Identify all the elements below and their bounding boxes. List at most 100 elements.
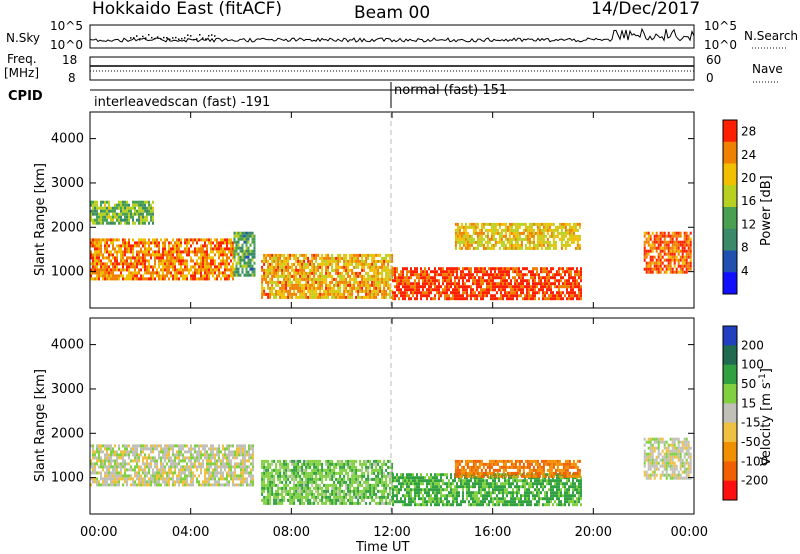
nsearch-dot [142,35,144,38]
velocity-colorbar-swatch-7 [723,461,737,482]
velocity-region-1 [261,459,394,505]
nsearch-dot [145,37,147,39]
nsearch-dot [202,37,204,39]
nsearch-dot [154,37,156,40]
freq-tick-bottom: 8 [68,71,76,85]
nsearch-dot [178,38,180,40]
noise-tick-bottom-left: 10^0 [50,38,83,52]
power-ylabel: Slant Range [km] [33,163,48,276]
velocity-colorbar-label: Velocity [m s-1] [758,368,774,466]
power-colorbar-swatch-5 [723,228,737,251]
velocity-colorbar-swatch-4 [723,403,737,424]
power-panel: 1000 2000 3000 4000 Slant Range [km] 4 8 12 16… [33,111,774,309]
power-colorbar-swatch-6 [723,250,737,273]
radar-title: Hokkaido East (fitACF) [92,0,282,19]
velocity-colorbar-frame [722,325,738,501]
nsearch-dot [214,35,216,37]
power-colorbar-frame [722,119,738,295]
nsearch-dot [199,34,201,36]
power-colorbar-swatch-7 [723,272,737,295]
power-region-0 [90,238,234,281]
power-colorbar-swatch-3 [723,185,737,208]
velocity-colorbar-swatch-0 [723,326,737,346]
velocity-region-2 [392,473,582,507]
beam-title: Beam 00 [354,3,430,23]
freq-tick-top: 18 [62,53,77,67]
velocity-colorbar-swatch-2 [723,364,737,385]
power-data [90,200,692,301]
nsearch-dot [193,38,195,41]
power-colorbar-label: Power [dB] [759,175,774,246]
nsearch-dot [169,38,171,41]
nave-tick-top: 60 [706,53,721,67]
time-axis-label: Time UT [355,540,409,554]
velocity-colorbar-swatch-3 [723,384,737,404]
velocity-colorbar-tick-4: -15 [741,416,761,430]
xtick-label-1: 04:00 [172,525,209,540]
nsearch-dot [151,36,153,39]
xtick-label-3: 12:00 [373,525,410,540]
power-colorbar-tick-5: 24 [741,148,756,162]
velocity-colorbar-tick-0: 200 [741,338,764,352]
power-colorbar-tick-3: 16 [741,194,756,208]
nsearch-dot [190,35,192,37]
power-colorbar-tick-0: 4 [741,264,749,278]
nsearch-dot [160,38,162,40]
velocity-colorbar-tick-6: -100 [741,454,768,468]
nsearch-label: N.Search [744,29,798,43]
velocity-colorbar-tick-7: -200 [741,474,768,488]
power-ytick-label-0: 1000 [51,265,84,280]
nave-tick-bottom: 0 [706,71,714,85]
power-colorbar-tick-2: 12 [741,217,756,231]
power-colorbar-tick-4: 20 [741,171,756,185]
nsky-trace [89,27,695,44]
nsearch-dot [205,38,207,40]
nsearch-dot [133,37,135,39]
velocity-ytick-label-2: 3000 [51,382,84,397]
nsearch-dot [172,37,174,39]
nsky-label: N.Sky [6,31,40,45]
xtick-label-2: 08:00 [273,525,310,540]
velocity-ytick-label-3: 4000 [51,338,84,353]
power-ytick-label-3: 4000 [51,132,84,147]
velocity-colorbar-tick-1: 100 [741,358,764,372]
nsearch-dot [136,35,138,37]
power-colorbar-swatch-2 [723,163,737,186]
time-axis: 00:00 04:00 08:00 12:00 16:00 20:00 00:00 [80,112,708,540]
date-title: 14/Dec/2017 [591,0,700,19]
noise-trace [89,27,695,44]
nsearch-dot [208,35,210,37]
nsearch-dot [184,37,186,39]
nsearch-dot [139,38,141,41]
power-yticks: 1000 2000 3000 4000 [51,132,694,280]
velocity-colorbar-swatch-8 [723,480,737,501]
power-ytick-label-2: 3000 [51,176,84,191]
velocity-yticks: 1000 2000 3000 4000 [51,338,694,486]
nsearch-dot [163,36,165,39]
velocity-colorbar-swatch-5 [723,422,737,443]
power-colorbar-tick-1: 8 [741,241,749,255]
xtick-label-4: 16:00 [474,525,511,540]
velocity-data [90,437,692,507]
velocity-colorbar-swatch-1 [723,345,737,366]
xtick-label-6: 00:00 [671,525,708,540]
power-colorbar-tick-6: 28 [741,125,756,139]
noise-tick-top-left: 10^5 [50,19,83,33]
noise-panel [89,24,695,49]
velocity-panel: 1000 2000 3000 4000 Slant Range [km] 200 100… [33,317,774,515]
power-region-3 [392,267,582,301]
freq-label-1: Freq. [7,52,37,66]
velocity-ytick-label-1: 2000 [51,426,84,441]
nsearch-dot [148,34,150,36]
nsearch-dot [181,37,183,40]
cpid-label: CPID [8,89,43,104]
xtick-label-5: 20:00 [575,525,612,540]
power-region-2 [261,253,394,299]
power-region-5 [643,231,692,274]
nsearch-dot [211,34,213,36]
power-colorbar-swatch-0 [723,120,737,143]
velocity-region-3 [454,459,581,478]
nsearch-dot [175,36,177,39]
nsearch-dot [157,36,159,38]
